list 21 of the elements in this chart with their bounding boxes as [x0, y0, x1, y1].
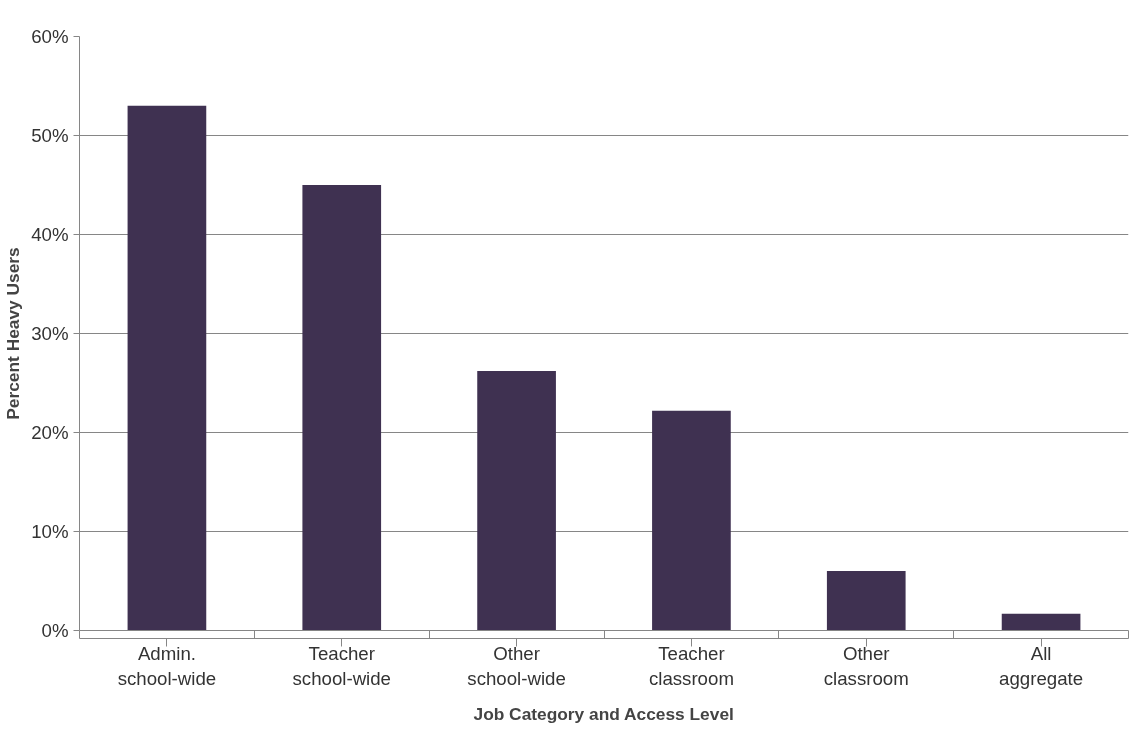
x-tick-label: Other school-wide: [467, 642, 566, 689]
y-tick-label: 30%: [31, 323, 69, 344]
y-tick-label: 50%: [31, 125, 69, 146]
x-tick-label: Other classroom: [823, 642, 909, 689]
y-axis-title: Percent Heavy Users: [3, 247, 24, 420]
bar: [127, 105, 207, 631]
x-axis-title: Job Category and Access Level: [473, 703, 734, 724]
y-tick-label: 20%: [31, 422, 69, 443]
x-tick-label: Teacher school-wide: [292, 642, 392, 689]
bar: [477, 371, 556, 631]
y-tick-label: 0%: [41, 620, 69, 641]
y-tick-label: 40%: [31, 224, 69, 245]
x-tick-label: Admin. school-wide: [117, 642, 217, 689]
bar: [302, 185, 382, 631]
x-tick-label: Teacher classroom: [648, 642, 734, 689]
bar: [652, 410, 731, 631]
y-tick-label: 60%: [31, 26, 69, 47]
bar: [1001, 613, 1081, 631]
y-tick-label: 10%: [31, 521, 69, 542]
x-tick-label: All aggregate: [999, 642, 1084, 689]
bar: [826, 571, 906, 631]
